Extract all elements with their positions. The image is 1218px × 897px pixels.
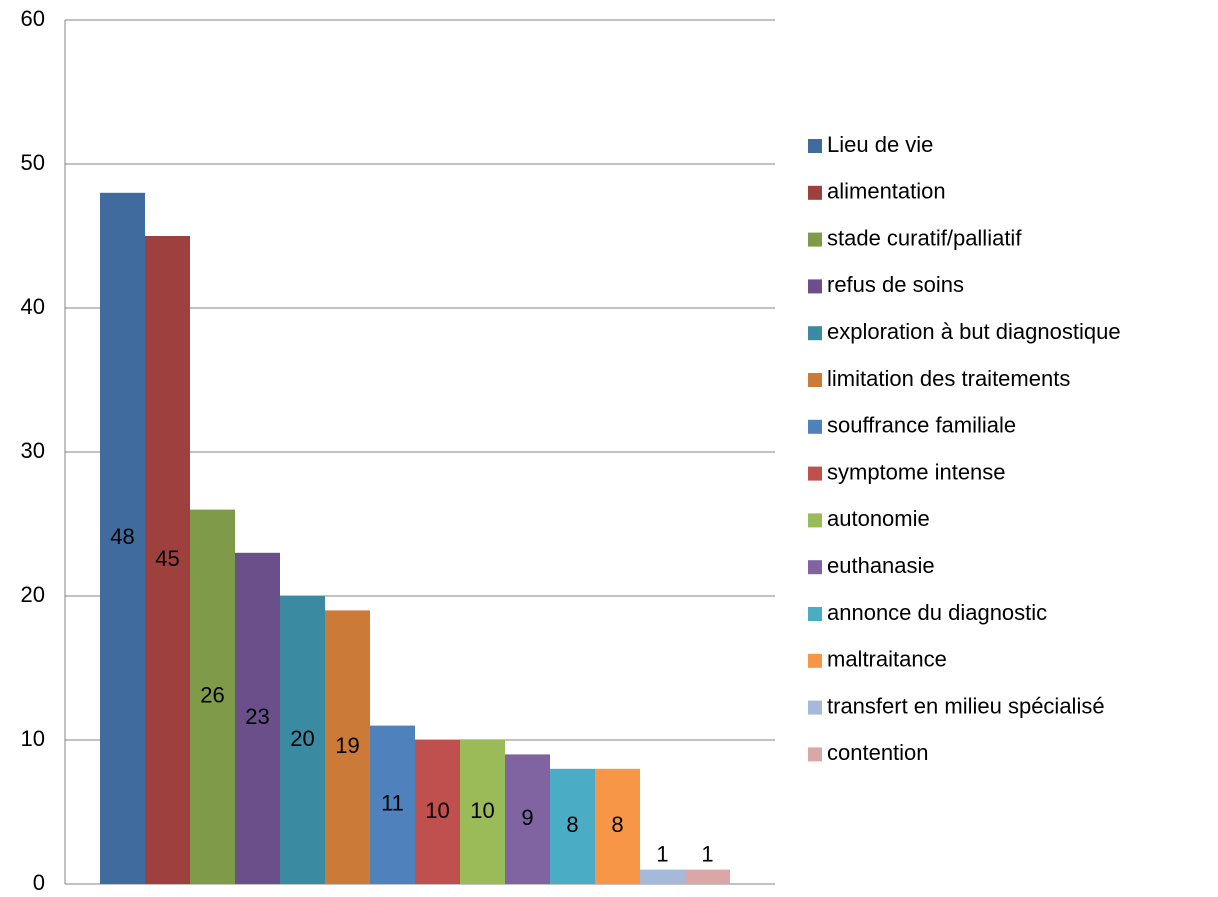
legend-label: exploration à but diagnostique xyxy=(827,319,1121,344)
legend-swatch xyxy=(808,466,822,481)
legend-swatch xyxy=(808,185,822,200)
legend-label: Lieu de vie xyxy=(827,132,933,157)
legend-label: souffrance familiale xyxy=(827,413,1016,438)
data-label: 45 xyxy=(155,546,179,571)
legend-swatch xyxy=(808,419,822,434)
legend-label: contention xyxy=(827,740,929,765)
bar xyxy=(235,552,280,884)
bar xyxy=(550,768,595,884)
legend-swatch xyxy=(808,560,822,575)
legend-label: transfert en milieu spécialisé xyxy=(827,693,1105,718)
legend-swatch xyxy=(808,607,822,621)
legend-swatch xyxy=(808,373,822,387)
data-label: 23 xyxy=(245,704,269,729)
data-label: 1 xyxy=(701,841,713,866)
data-label: 9 xyxy=(521,805,533,830)
data-label: 11 xyxy=(381,791,404,816)
legend-label: refus de soins xyxy=(827,272,964,297)
bar xyxy=(370,725,415,884)
legend-swatch xyxy=(808,139,822,153)
bar xyxy=(460,740,505,884)
legend-swatch xyxy=(808,326,822,341)
y-tick-label: 10 xyxy=(21,726,45,751)
legend-label: alimentation xyxy=(827,179,946,204)
data-label: 1 xyxy=(656,841,668,866)
legend-label: maltraitance xyxy=(827,647,947,672)
legend-label: annonce du diagnostic xyxy=(827,600,1047,625)
y-tick-label: 40 xyxy=(21,294,45,319)
bar xyxy=(685,869,730,884)
legend-swatch xyxy=(808,653,822,668)
legend-label: limitation des traitements xyxy=(827,366,1070,391)
bar xyxy=(505,754,550,884)
bar xyxy=(415,740,460,884)
data-label: 10 xyxy=(470,798,494,823)
y-tick-label: 60 xyxy=(21,6,45,31)
bar xyxy=(595,768,640,884)
bar xyxy=(280,596,325,884)
data-label: 8 xyxy=(611,812,623,837)
bar xyxy=(640,869,685,884)
legend-swatch xyxy=(808,513,822,528)
y-tick-label: 50 xyxy=(21,150,45,175)
bar xyxy=(145,236,190,884)
data-label: 8 xyxy=(566,812,578,837)
legend-label: stade curatif/palliatif xyxy=(827,225,1022,250)
data-label: 48 xyxy=(110,524,134,549)
legend-label: autonomie xyxy=(827,506,930,531)
legend-swatch xyxy=(808,279,822,294)
legend-label: symptome intense xyxy=(827,459,1006,484)
data-label: 10 xyxy=(425,798,449,823)
bar xyxy=(325,610,370,884)
legend-swatch xyxy=(808,747,822,762)
data-label: 20 xyxy=(290,726,314,751)
legend-swatch xyxy=(808,232,822,247)
y-tick-label: 30 xyxy=(21,438,45,463)
bar xyxy=(100,192,145,885)
legend-swatch xyxy=(808,700,822,715)
legend-label: euthanasie xyxy=(827,553,935,578)
bar xyxy=(190,509,235,884)
y-tick-label: 20 xyxy=(21,582,45,607)
data-label: 19 xyxy=(335,733,359,758)
data-label: 26 xyxy=(200,683,224,708)
y-tick-label: 0 xyxy=(33,870,45,892)
